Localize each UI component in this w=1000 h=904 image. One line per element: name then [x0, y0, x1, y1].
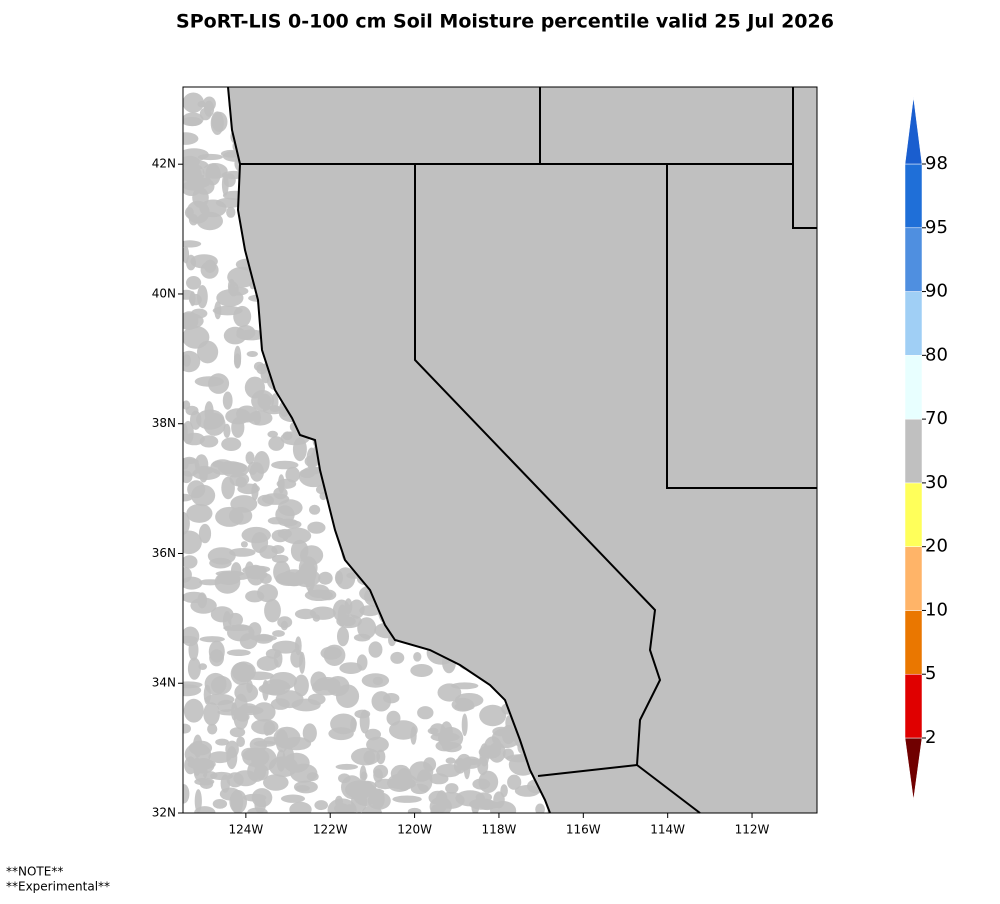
lat-tick-label: 42N — [152, 157, 176, 171]
lat-tick-label: 34N — [152, 676, 176, 690]
colorbar-box — [904, 610, 923, 675]
border-ca-nv-az — [414, 164, 662, 777]
lon-tick-label: 122W — [313, 823, 348, 837]
colorbar-box — [904, 418, 923, 484]
title: SPoRT-LIS 0-100 cm Soil Moisture percent… — [176, 11, 834, 33]
colorbar-label: 70 — [925, 408, 948, 429]
colorbar-box — [904, 355, 923, 420]
border-nv-ut-az — [666, 164, 817, 489]
map-frame — [182, 86, 818, 814]
note: **Experimental** — [6, 880, 110, 894]
state-borders — [240, 87, 817, 814]
colorbar-label: 98 — [925, 153, 948, 174]
colorbar-box — [904, 163, 923, 229]
lat-tick-label: 32N — [152, 806, 176, 820]
colorbar-box — [904, 482, 923, 547]
lon-tick-label: 112W — [735, 823, 770, 837]
lon-tick-label: 118W — [482, 823, 517, 837]
lat-tick-label: 40N — [152, 286, 176, 300]
colorbar-label: 20 — [925, 536, 948, 557]
colorbar-label: 90 — [925, 281, 948, 302]
lon-tick-label: 124W — [228, 823, 263, 837]
colorbar-box — [904, 291, 923, 356]
coastline — [227, 86, 551, 814]
colorbar-label: 10 — [925, 599, 948, 620]
border-ut-wy — [792, 164, 817, 229]
colorbar-label: 2 — [925, 727, 936, 748]
colorbar-label: 80 — [925, 344, 948, 365]
colorbar-box — [904, 546, 923, 611]
colorbar-arrow — [904, 737, 923, 801]
lat-tick-label: 38N — [152, 416, 176, 430]
note: **NOTE** — [6, 865, 63, 879]
colorbar-label: 30 — [925, 472, 948, 493]
lat-tick-label: 36N — [152, 546, 176, 560]
lon-tick-label: 114W — [650, 823, 685, 837]
lon-tick-label: 116W — [566, 823, 601, 837]
colorbar-box — [904, 227, 923, 292]
colorbar-label: 95 — [925, 217, 948, 238]
border-42n — [240, 87, 794, 165]
colorbar-box — [904, 673, 923, 739]
border-az-mx — [636, 764, 701, 814]
colorbar-label: 5 — [925, 663, 936, 684]
lon-tick-label: 120W — [397, 823, 432, 837]
colorbar-arrow — [904, 96, 923, 165]
